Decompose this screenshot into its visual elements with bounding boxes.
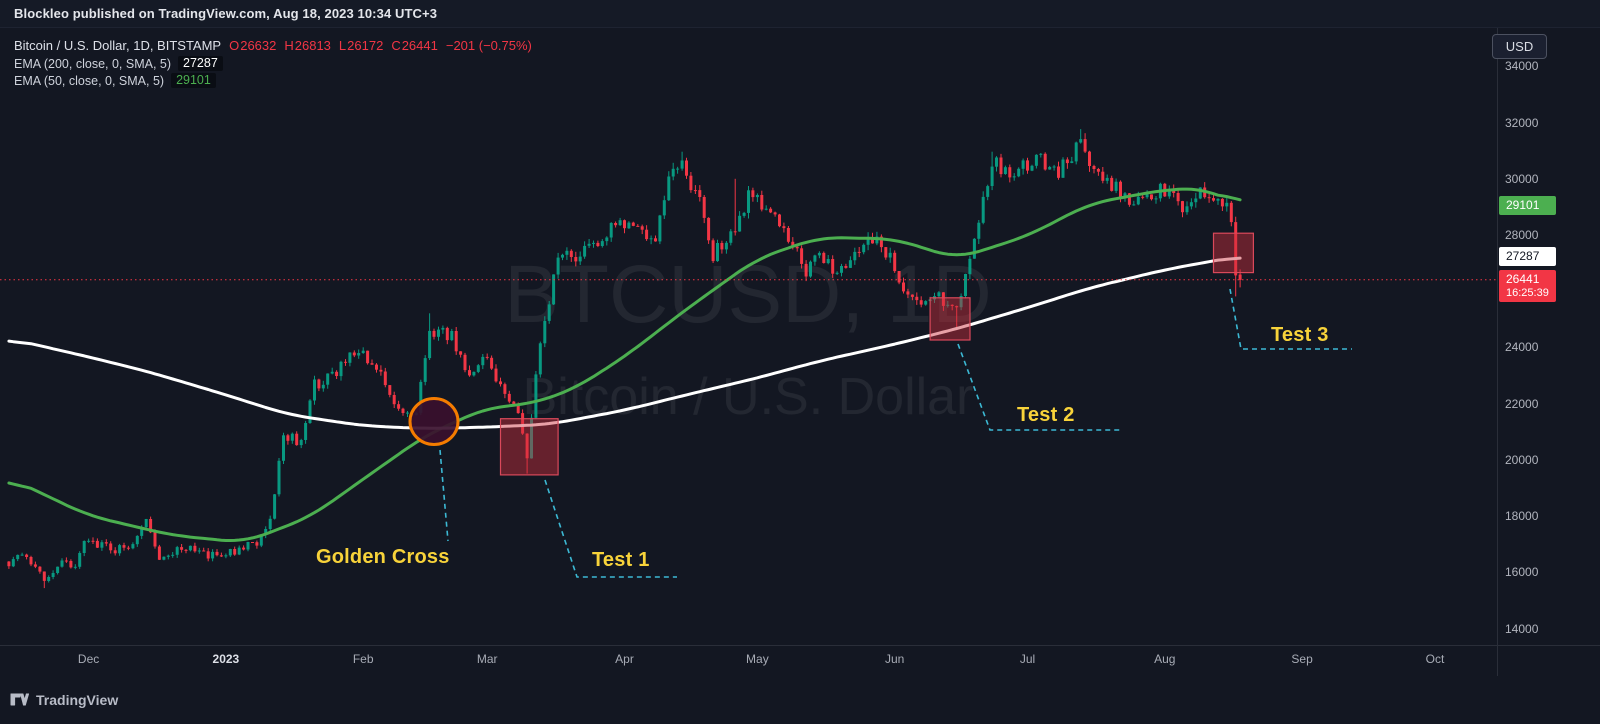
change-value: −201 (−0.75%) xyxy=(445,38,532,53)
ema200-price-tag: 27287 xyxy=(1499,246,1556,266)
test1-zone-box xyxy=(499,418,559,476)
open-label: O xyxy=(229,38,240,53)
test1-pointer-line xyxy=(544,479,677,578)
high-value: H26813 xyxy=(284,38,331,53)
open-value: O26632 xyxy=(229,38,276,53)
open-number: 26632 xyxy=(240,38,277,53)
low-number: 26172 xyxy=(347,38,384,53)
annotation-test3-label[interactable]: Test 3 xyxy=(1271,324,1329,346)
currency-toggle-button[interactable]: USD xyxy=(1492,34,1547,59)
high-label: H xyxy=(284,38,294,53)
ema200-value: 27287 xyxy=(178,56,223,71)
publish-bar: Blockleo published on TradingView.com, A… xyxy=(0,0,1600,28)
publish-text: Blockleo published on TradingView.com, A… xyxy=(14,6,438,21)
ema50-value: 29101 xyxy=(171,73,216,88)
annotation-test1-label[interactable]: Test 1 xyxy=(592,549,650,571)
ema50-tag-value: 29101 xyxy=(1506,197,1540,212)
low-label: L xyxy=(338,38,347,53)
last-price-tag: 26441 16:25:39 xyxy=(1499,269,1556,302)
low-value: L26172 xyxy=(339,38,383,53)
ema200-line xyxy=(7,256,1242,430)
test3-pointer-line xyxy=(1229,288,1352,350)
annotation-golden-cross-label[interactable]: Golden Cross xyxy=(316,546,450,568)
bar-countdown: 16:25:39 xyxy=(1506,286,1549,299)
close-value: C26441 xyxy=(391,38,438,53)
symbol-title[interactable]: Bitcoin / U.S. Dollar, 1D, BITSTAMP xyxy=(14,38,222,53)
ema50-label: EMA (50, close, 0, SMA, 5) xyxy=(14,73,165,88)
ema50-price-tag: 29101 xyxy=(1499,195,1556,215)
test3-zone-box xyxy=(1212,232,1255,274)
golden_cross-pointer-line xyxy=(439,449,449,542)
annotation-test2-label[interactable]: Test 2 xyxy=(1017,404,1075,426)
symbol-row[interactable]: Bitcoin / U.S. Dollar, 1D, BITSTAMP O266… xyxy=(14,36,532,55)
ema50-row[interactable]: EMA (50, close, 0, SMA, 5) 29101 xyxy=(14,72,532,89)
golden-cross-circle xyxy=(408,397,460,446)
close-label: C xyxy=(391,38,401,53)
ema50-line xyxy=(7,187,1242,542)
footer-bar: TradingView xyxy=(0,676,1600,724)
high-number: 26813 xyxy=(294,38,331,53)
tradingview-brand[interactable]: TradingView xyxy=(36,692,119,708)
test2-zone-box xyxy=(929,297,971,341)
chart-legend: Bitcoin / U.S. Dollar, 1D, BITSTAMP O266… xyxy=(14,36,532,89)
close-number: 26441 xyxy=(401,38,438,53)
ema200-tag-value: 27287 xyxy=(1506,248,1540,263)
ema200-row[interactable]: EMA (200, close, 0, SMA, 5) 27287 xyxy=(14,55,532,72)
last-tag-value: 26441 xyxy=(1506,271,1540,286)
ema200-label: EMA (200, close, 0, SMA, 5) xyxy=(14,56,172,71)
test2-pointer-line xyxy=(957,343,1120,431)
watermark-symbol: BTCUSD, 1D xyxy=(504,249,992,340)
tradingview-logo-icon[interactable] xyxy=(10,693,29,708)
